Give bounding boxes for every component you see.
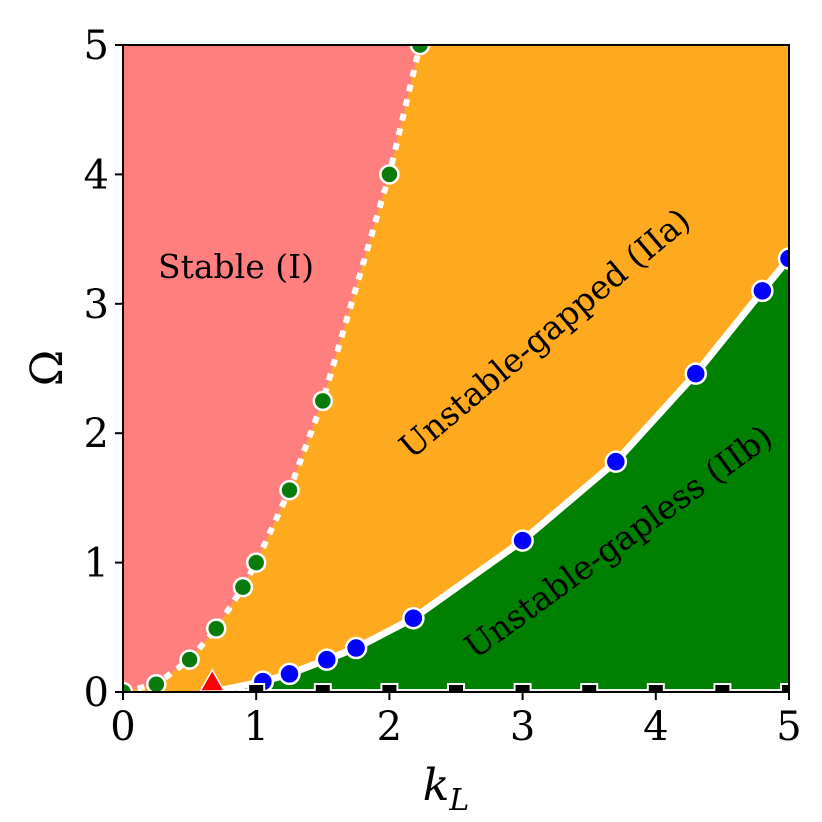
black-square-point [513,683,532,692]
blue-circle-point [751,279,774,303]
region-label-stable: Stable (I) [158,247,314,286]
plot-frame [122,44,790,693]
green-circle-point [232,576,254,598]
black-square-point [313,683,332,692]
y-axis-label: Ω [22,350,73,386]
green-circle-point [409,45,431,56]
black-square-point [380,683,399,692]
black-square-point [247,683,266,692]
green-circle-point [279,479,300,501]
black-square-point [713,683,732,692]
x-tick-label: 2 [377,704,402,750]
x-axis-label: kL [423,760,470,818]
green-circle-point [146,673,167,692]
blue-circle-point [604,450,628,473]
blue-circle-point [278,662,301,686]
y-tick-label: 2 [84,411,109,457]
y-tick-label: 3 [84,282,109,328]
black-square-point [580,683,599,692]
blue-circle-point [511,529,534,552]
green-circle-point [205,618,227,639]
x-tick-label: 5 [776,704,801,750]
x-tick-label: 0 [110,704,135,750]
region-stable [123,45,420,692]
stable-boundary-line [123,45,423,692]
y-tick-label: 1 [84,541,109,587]
x-tick-label: 1 [243,704,268,750]
green-circle-point [123,681,134,692]
blue-circle-point [315,648,339,671]
x-tick-label: 4 [643,704,668,750]
black-square-point [646,683,665,692]
green-circle-point [179,649,200,670]
black-square-point [447,683,465,692]
region-unstable-gapless [212,258,789,692]
y-tick-label: 4 [84,152,109,198]
y-tick-label: 5 [84,23,109,69]
blue-circle-point [684,362,708,385]
x-tick-label: 3 [510,704,535,750]
blue-circle-point [344,636,368,660]
green-circle-point [379,164,400,185]
black-square-point [780,683,789,692]
y-tick-label: 0 [84,670,109,716]
green-circle-point [245,552,267,573]
green-circle-point [312,390,334,412]
blue-circle-point [777,247,789,270]
blue-circle-point [402,606,425,630]
region-unstable-gapped [123,45,789,692]
